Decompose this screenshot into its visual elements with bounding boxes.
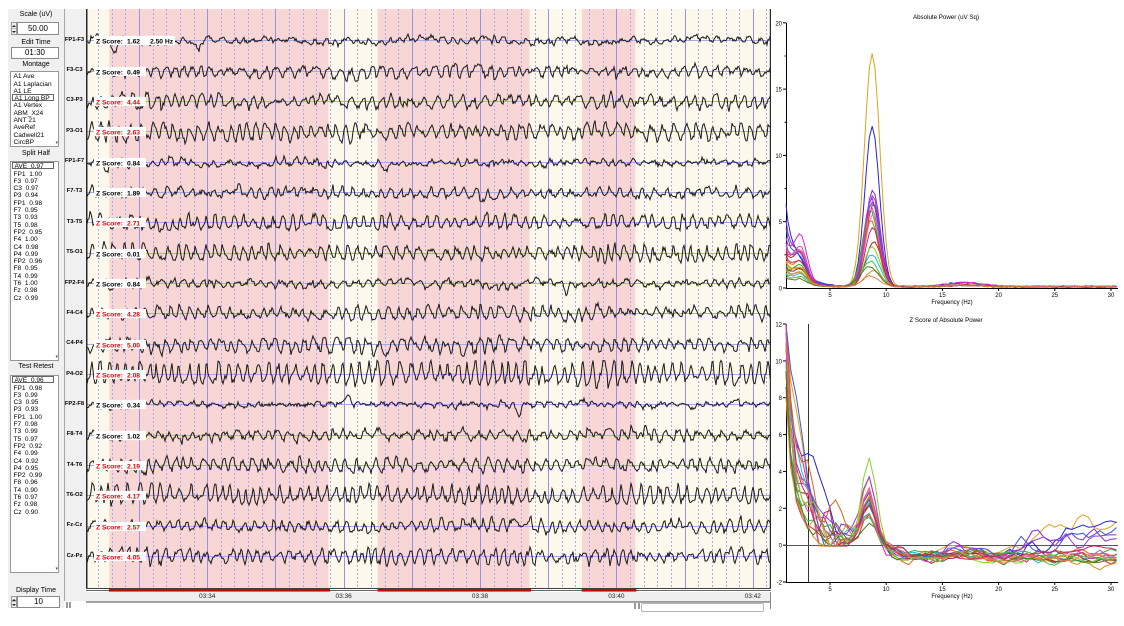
svg-text:4: 4 bbox=[779, 470, 783, 476]
svg-text:Z Score:: Z Score: bbox=[96, 555, 123, 562]
svg-text:1.89: 1.89 bbox=[127, 191, 140, 198]
svg-text:30: 30 bbox=[1108, 587, 1115, 593]
svg-text:6: 6 bbox=[779, 433, 783, 439]
svg-text:0: 0 bbox=[779, 287, 783, 293]
svg-text:Z Score:: Z Score: bbox=[96, 282, 123, 289]
svg-text:Z Score:: Z Score: bbox=[96, 434, 123, 441]
svg-text:4.28: 4.28 bbox=[127, 312, 140, 319]
svg-text:Z Score:: Z Score: bbox=[96, 403, 123, 410]
svg-text:2.08: 2.08 bbox=[127, 373, 140, 380]
svg-text:10: 10 bbox=[775, 359, 782, 365]
svg-text:0.34: 0.34 bbox=[127, 403, 140, 410]
svg-text:0.84: 0.84 bbox=[127, 282, 140, 289]
svg-text:5.00: 5.00 bbox=[127, 343, 140, 350]
svg-text:Z Score of Absolute Power: Z Score of Absolute Power bbox=[909, 317, 982, 324]
svg-text:Z Score:: Z Score: bbox=[96, 39, 123, 46]
svg-text:0.84: 0.84 bbox=[127, 161, 140, 168]
svg-text:2: 2 bbox=[779, 507, 783, 513]
svg-text:15: 15 bbox=[775, 88, 782, 94]
svg-text:0.49: 0.49 bbox=[127, 70, 140, 77]
svg-text:1.62: 1.62 bbox=[127, 39, 140, 46]
svg-text:2.50 Hz: 2.50 Hz bbox=[150, 39, 174, 46]
svg-text:4.05: 4.05 bbox=[127, 555, 140, 562]
svg-text:Z Score:: Z Score: bbox=[96, 343, 123, 350]
svg-text:5: 5 bbox=[779, 220, 783, 226]
svg-text:15: 15 bbox=[939, 293, 946, 299]
svg-text:20: 20 bbox=[995, 587, 1002, 593]
svg-text:4.17: 4.17 bbox=[127, 494, 140, 501]
svg-text:15: 15 bbox=[939, 587, 946, 593]
svg-text:2.63: 2.63 bbox=[127, 130, 140, 137]
svg-text:Z Score:: Z Score: bbox=[96, 70, 123, 77]
svg-text:0.01: 0.01 bbox=[127, 252, 140, 259]
svg-text:Frequency (Hz): Frequency (Hz) bbox=[931, 300, 972, 306]
svg-text:5: 5 bbox=[828, 587, 832, 593]
svg-text:4.44: 4.44 bbox=[127, 100, 140, 107]
svg-text:2.57: 2.57 bbox=[127, 525, 140, 532]
svg-text:Z Score:: Z Score: bbox=[96, 221, 123, 228]
svg-text:Frequency (Hz): Frequency (Hz) bbox=[931, 594, 972, 600]
svg-text:12: 12 bbox=[775, 323, 782, 329]
svg-text:Z Score:: Z Score: bbox=[96, 525, 123, 532]
svg-text:Z Score:: Z Score: bbox=[96, 252, 123, 259]
svg-text:10: 10 bbox=[775, 154, 782, 160]
svg-text:20: 20 bbox=[775, 21, 782, 27]
svg-text:2.71: 2.71 bbox=[127, 221, 140, 228]
svg-text:Z Score:: Z Score: bbox=[96, 464, 123, 471]
svg-text:8: 8 bbox=[779, 396, 783, 402]
svg-text:Z Score:: Z Score: bbox=[96, 100, 123, 107]
svg-text:Z Score:: Z Score: bbox=[96, 161, 123, 168]
svg-text:Z Score:: Z Score: bbox=[96, 312, 123, 319]
svg-text:1.02: 1.02 bbox=[127, 434, 140, 441]
svg-text:5: 5 bbox=[828, 293, 832, 299]
svg-text:Z Score:: Z Score: bbox=[96, 494, 123, 501]
svg-text:25: 25 bbox=[1051, 293, 1058, 299]
svg-text:2.19: 2.19 bbox=[127, 464, 140, 471]
svg-text:-2: -2 bbox=[777, 581, 783, 587]
svg-text:0: 0 bbox=[779, 544, 783, 550]
svg-text:Z Score:: Z Score: bbox=[96, 373, 123, 380]
svg-text:10: 10 bbox=[883, 293, 890, 299]
svg-text:20: 20 bbox=[995, 293, 1002, 299]
svg-text:10: 10 bbox=[883, 587, 890, 593]
svg-text:25: 25 bbox=[1051, 587, 1058, 593]
svg-text:30: 30 bbox=[1108, 293, 1115, 299]
svg-text:Absolute Power (uV Sq): Absolute Power (uV Sq) bbox=[913, 14, 979, 21]
svg-text:Z Score:: Z Score: bbox=[96, 191, 123, 198]
svg-text:Z Score:: Z Score: bbox=[96, 130, 123, 137]
